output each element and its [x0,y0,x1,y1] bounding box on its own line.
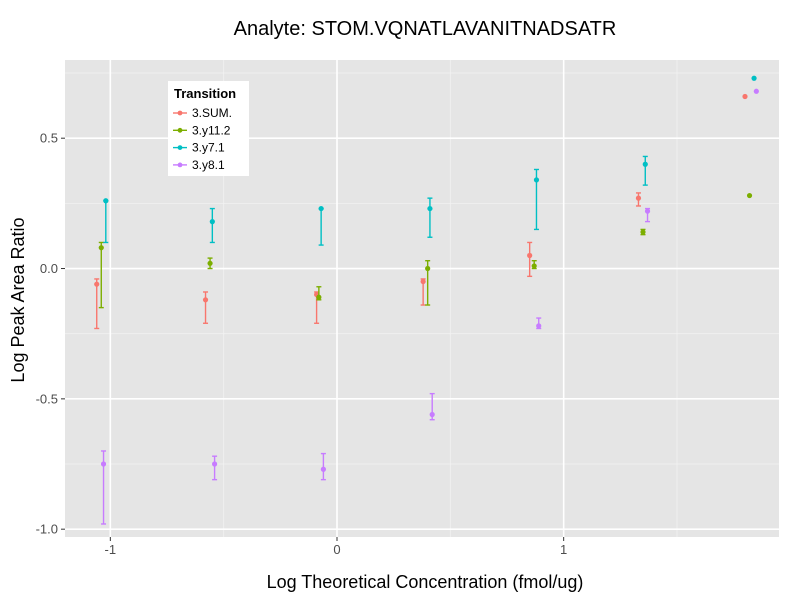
data-point [533,177,540,183]
legend-key-point [177,110,183,116]
x-tick-label: -1 [105,542,117,557]
legend-key-point [177,127,183,133]
data-point [644,208,651,214]
data-point [635,195,642,201]
y-tick-label: 0.0 [40,261,58,276]
data-point [209,219,215,225]
data-point [753,88,759,94]
series-3-y8-1 [100,88,759,525]
data-point [320,466,326,472]
legend-items: 3.SUM. 3.y11.2 3.y7.1 3.y8.1 [173,106,232,172]
legend-title: Transition [174,86,236,101]
grid-lines [65,60,779,537]
axis-ticks: -1 0 1 -1.0 -0.5 0.0 0.5 [36,131,568,557]
data-point [536,323,542,329]
data-point [202,297,209,303]
x-axis-title: Log Theoretical Concentration (fmol/ug) [267,572,584,592]
data-point [316,294,322,300]
series-3-y7-1 [103,75,757,246]
data-point [751,75,757,81]
y-tick-label: 0.5 [40,131,58,146]
x-tick-label: 1 [560,542,567,557]
data-point [318,205,324,212]
legend-item: 3.y8.1 [173,158,225,172]
legend-key-point [177,162,183,168]
legend: Transition 3.SUM. 3.y11.2 3.y7.1 3.y8.1 [168,81,249,176]
data-point [742,93,748,100]
x-tick-label: 0 [333,542,340,557]
legend-label: 3.y11.2 [192,123,231,137]
legend-label: 3.y8.1 [192,158,225,172]
data-point [98,245,104,251]
data-point [642,161,648,167]
legend-label: 3.y7.1 [192,141,225,155]
legend-key-point [177,145,183,151]
data-point [103,198,109,204]
data-point [212,461,218,467]
legend-item: 3.y11.2 [173,123,231,137]
legend-item: 3.SUM. [173,106,232,120]
data-point [527,252,533,259]
data-point [429,411,435,418]
data-point [425,265,431,272]
chart-title: Analyte: STOM.VQNATLAVANITNADSATR [234,18,617,40]
data-point [100,461,107,467]
legend-label: 3.SUM. [192,106,232,120]
data-point [420,278,426,285]
y-tick-label: -0.5 [36,391,58,406]
data-point [427,205,433,212]
y-tick-label: -1.0 [36,522,58,537]
series-3-y11-2 [98,192,753,309]
data-point [94,281,100,287]
legend-item: 3.y7.1 [173,141,225,155]
data-point [640,229,646,235]
data-point [531,263,537,269]
y-axis-title: Log Peak Area Ratio [8,217,28,382]
data-point [207,260,213,266]
data-marks [94,75,759,525]
data-point [746,192,753,199]
